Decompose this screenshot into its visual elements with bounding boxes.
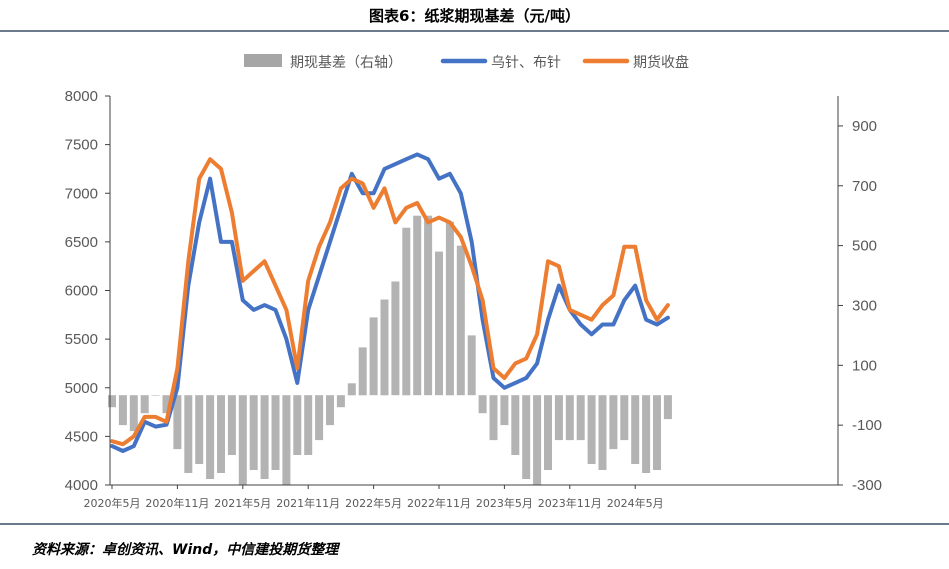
basis-bar — [587, 395, 596, 464]
basis-bar — [293, 395, 302, 455]
basis-bar — [217, 395, 225, 473]
basis-bar — [358, 347, 367, 396]
left-axis-tick-label: 4500 — [65, 428, 98, 445]
x-axis-tick-label: 2022年11月 — [407, 496, 471, 510]
x-axis-tick-label: 2021年5月 — [214, 496, 271, 510]
left-axis-tick-label: 6500 — [65, 234, 98, 251]
basis-bar — [456, 245, 465, 396]
right-axis-tick-label: 300 — [852, 297, 877, 314]
basis-bar — [631, 395, 640, 464]
right-axis-tick-label: 500 — [852, 238, 877, 255]
left-axis-tick-label: 4000 — [65, 477, 98, 494]
basis-bar — [140, 395, 149, 414]
chart-title: 图表6：纸浆期现基差（元/吨） — [369, 7, 580, 25]
basis-bar — [118, 395, 127, 426]
left-axis-tick-label: 6000 — [65, 283, 98, 300]
right-axis-tick-label: 100 — [852, 357, 877, 374]
legend-swatch-basis — [244, 54, 282, 67]
left-axis-tick-label: 7500 — [65, 137, 98, 154]
basis-bar — [544, 395, 552, 470]
basis-bar — [609, 395, 618, 450]
basis-bar — [206, 395, 215, 479]
x-axis-tick-label: 2020年5月 — [84, 496, 141, 510]
basis-bar — [565, 395, 574, 441]
basis-bar — [576, 395, 585, 441]
basis-bar — [663, 395, 672, 420]
basis-bar — [304, 395, 313, 455]
basis-bar — [249, 395, 258, 470]
basis-bar — [500, 395, 509, 426]
left-axis-tick-label: 5000 — [65, 380, 98, 397]
basis-bar — [511, 395, 520, 455]
basis-bar — [402, 227, 411, 396]
basis-bar — [336, 395, 345, 408]
futures-close-line — [110, 157, 670, 447]
x-axis-tick-label: 2023年5月 — [476, 496, 533, 510]
basis-bar — [315, 395, 324, 441]
basis-bar — [129, 395, 138, 432]
spot-price-line — [110, 152, 670, 453]
basis-bar — [653, 395, 661, 470]
source-note: 资料来源：卓创资讯、Wind，中信建投期货整理 — [32, 542, 339, 558]
basis-bar — [391, 281, 400, 396]
right-axis-tick-label: 700 — [852, 178, 877, 195]
x-axis-tick-label: 2022年5月 — [345, 496, 402, 510]
legend-label: 期货收盘 — [633, 54, 689, 71]
basis-bar — [162, 395, 171, 414]
basis-bar — [184, 395, 193, 473]
basis-bar — [413, 215, 422, 396]
basis-bar — [173, 395, 182, 450]
basis-bar — [326, 395, 334, 426]
right-axis-tick-label: -300 — [852, 477, 882, 494]
top-rule — [0, 30, 949, 32]
basis-bar — [424, 215, 433, 396]
basis-bar — [380, 299, 389, 396]
basis-bar — [533, 395, 542, 485]
basis-bar — [522, 395, 531, 479]
basis-bar — [151, 395, 160, 396]
basis-bar — [238, 395, 247, 485]
basis-bar — [369, 317, 378, 396]
basis-bar — [435, 251, 443, 396]
basis-bar — [489, 395, 498, 441]
basis-bar — [598, 395, 607, 470]
x-axis-tick-label: 2020年11月 — [145, 496, 209, 510]
left-axis-tick-label: 5500 — [65, 331, 98, 348]
x-axis-tick-label: 2021年11月 — [276, 496, 340, 510]
basis-bar — [271, 395, 280, 470]
basis-bar — [108, 395, 116, 408]
right-axis-tick-label: -100 — [852, 417, 882, 434]
legend-label: 乌针、布针 — [491, 55, 561, 71]
basis-bar — [227, 395, 236, 455]
basis-bar — [260, 395, 269, 479]
x-axis-tick-label: 2024年5月 — [607, 496, 664, 510]
basis-bar — [282, 395, 291, 485]
basis-bar — [478, 395, 487, 414]
basis-bar — [347, 383, 356, 396]
basis-bar — [195, 395, 204, 464]
legend-label: 期现基差（右轴） — [290, 54, 402, 71]
left-axis-tick-label: 7000 — [65, 185, 98, 202]
basis-bar — [467, 335, 476, 396]
basis-bar — [620, 395, 629, 441]
basis-bar — [445, 221, 454, 396]
right-axis-tick-label: 900 — [852, 118, 877, 135]
x-axis-tick-label: 2023年11月 — [538, 496, 602, 510]
basis-bar — [554, 395, 563, 441]
basis-bar — [642, 395, 651, 473]
bottom-rule — [0, 523, 949, 525]
left-axis-tick-label: 8000 — [65, 88, 98, 105]
